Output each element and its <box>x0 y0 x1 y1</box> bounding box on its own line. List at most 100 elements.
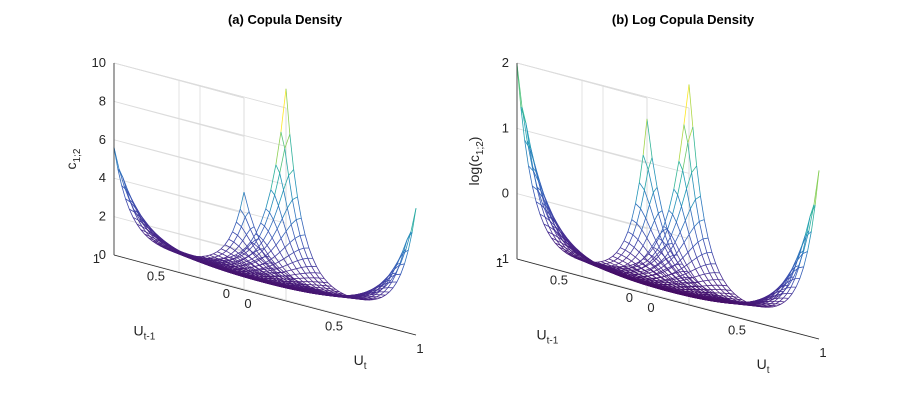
surface-mesh-segment <box>567 252 572 256</box>
surface-mesh-segment <box>635 182 640 204</box>
surface-mesh-segment <box>245 247 250 251</box>
surface-mesh-segment <box>641 217 647 231</box>
surface-mesh-segment <box>728 301 733 304</box>
surface-mesh-segment <box>231 263 236 267</box>
surface-mesh-segment <box>657 272 663 275</box>
surface-mesh-segment <box>257 278 262 281</box>
surface-mesh-segment <box>316 284 321 289</box>
surface-mesh-segment <box>271 237 277 246</box>
surface-mesh-segment <box>647 274 652 277</box>
surface-mesh-segment <box>579 256 584 260</box>
surface-mesh-segment <box>293 249 300 253</box>
surface-mesh-segment <box>536 186 542 192</box>
surface-mesh-segment <box>644 283 650 286</box>
surface-mesh-segment <box>652 187 658 193</box>
surface-mesh-segment <box>703 298 708 301</box>
surface-mesh-segment <box>646 229 652 239</box>
surface-mesh-segment <box>689 281 696 287</box>
surface-mesh-segment <box>774 297 779 302</box>
surface-mesh-segment <box>764 299 769 303</box>
surface-mesh-segment <box>643 252 649 258</box>
surface-mesh-segment <box>276 284 281 287</box>
surface-mesh-segment <box>239 256 244 260</box>
surface-mesh-segment <box>544 197 550 207</box>
surface-mesh-segment <box>264 212 270 227</box>
surface-mesh-segment <box>118 168 124 178</box>
surface-mesh-segment <box>152 240 157 244</box>
surface-mesh-segment <box>671 243 678 256</box>
surface-mesh-segment <box>737 298 742 302</box>
surface-mesh-segment <box>327 282 333 287</box>
surface-mesh-segment <box>777 293 783 299</box>
surface-mesh-segment <box>803 230 810 251</box>
surface-mesh-segment <box>235 273 240 276</box>
surface-mesh-segment <box>672 284 677 288</box>
surface-mesh-segment <box>235 271 240 274</box>
surface-mesh-segment <box>643 258 648 262</box>
surface-mesh-segment <box>556 239 562 244</box>
surface-mesh-segment <box>235 251 241 256</box>
surface-mesh-segment <box>714 292 719 296</box>
surface-mesh-segment <box>665 244 671 251</box>
surface-mesh-segment <box>662 240 667 246</box>
surface-mesh-segment <box>725 289 731 294</box>
surface-mesh-segment <box>283 285 288 288</box>
surface-mesh-segment <box>664 276 670 281</box>
y-tick-label: 1 <box>93 251 100 266</box>
surface-mesh-segment <box>661 285 666 289</box>
surface-mesh-segment <box>654 265 660 270</box>
surface-mesh-segment <box>582 259 588 263</box>
surface-mesh-segment <box>294 238 300 250</box>
surface-mesh-segment <box>199 259 205 262</box>
surface-mesh-segment <box>373 289 379 293</box>
surface-mesh-segment <box>288 169 294 176</box>
surface-mesh-segment <box>132 217 139 221</box>
surface-mesh-segment <box>253 278 258 281</box>
surface-mesh-segment <box>270 250 276 257</box>
surface-mesh-segment <box>592 261 597 264</box>
surface-mesh-segment <box>262 231 269 241</box>
surface-mesh-segment <box>222 253 228 257</box>
surface-mesh-segment <box>637 280 642 283</box>
surface-mesh-segment <box>594 263 599 267</box>
surface-mesh-segment <box>320 292 325 295</box>
surface-mesh-segment <box>335 289 340 293</box>
surface-mesh-segment <box>664 250 671 258</box>
surface-mesh-segment <box>647 169 654 193</box>
surface-mesh-segment <box>660 286 665 289</box>
surface-mesh-segment <box>661 258 667 263</box>
surface-mesh-segment <box>199 256 204 260</box>
surface-mesh-segment <box>302 258 307 267</box>
surface-mesh-segment <box>545 205 552 219</box>
surface-mesh-segment <box>224 261 230 265</box>
surface-mesh-segment <box>278 261 283 268</box>
surface-mesh-segment <box>652 258 659 266</box>
surface-mesh-segment <box>687 246 694 253</box>
surface-mesh-segment <box>578 251 584 256</box>
surface-mesh-segment <box>383 287 389 293</box>
surface-mesh-segment <box>606 266 611 269</box>
surface-mesh-segment <box>570 250 575 255</box>
surface-mesh-segment <box>757 305 762 308</box>
surface-mesh-segment <box>392 281 398 289</box>
surface-mesh-segment <box>241 216 246 227</box>
surface-mesh-segment <box>136 208 141 216</box>
surface-mesh-segment <box>703 289 710 293</box>
surface-mesh-segment <box>618 273 623 277</box>
surface-mesh-segment <box>577 253 582 257</box>
surface-mesh-segment <box>718 279 723 286</box>
surface-mesh-segment <box>780 301 785 305</box>
surface-mesh-segment <box>664 246 671 257</box>
surface-mesh-segment <box>608 255 613 260</box>
surface-mesh-segment <box>223 260 229 263</box>
surface-mesh-segment <box>630 247 635 254</box>
surface-mesh-segment <box>254 243 259 248</box>
surface-mesh-segment <box>655 273 661 278</box>
surface-mesh-segment <box>157 242 162 246</box>
surface-mesh-segment <box>269 259 274 265</box>
surface-mesh-segment <box>647 275 652 279</box>
surface-mesh-segment <box>709 292 714 296</box>
surface-mesh-segment <box>206 262 211 266</box>
surface-mesh-segment <box>782 292 788 295</box>
surface-mesh-segment <box>292 199 297 220</box>
